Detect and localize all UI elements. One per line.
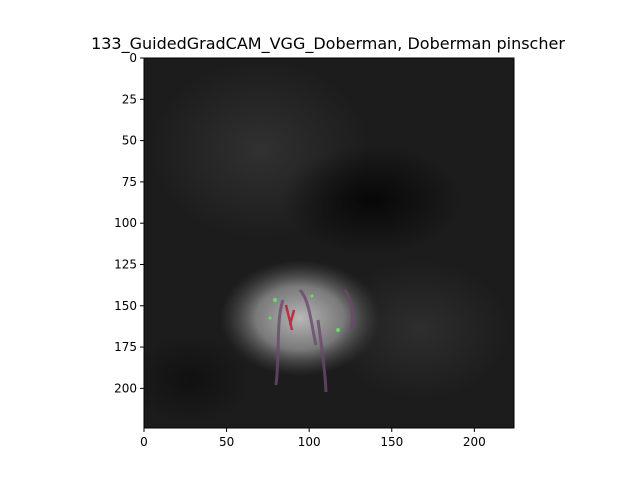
x-tick-label: 50 [219, 435, 234, 449]
y-tick-label: 0 [129, 51, 137, 65]
y-tick-label: 50 [122, 134, 137, 148]
y-tick-label: 125 [114, 257, 137, 271]
y-tick-label: 75 [122, 175, 137, 189]
x-tick-label: 0 [140, 435, 148, 449]
x-axis: 0 50 100 150 200 [140, 428, 486, 449]
y-tick-label: 200 [114, 381, 137, 395]
x-tick-label: 150 [380, 435, 403, 449]
x-tick-label: 200 [463, 435, 486, 449]
guided-gradcam-heatmap-image [144, 58, 514, 428]
x-tick-label: 100 [298, 435, 321, 449]
y-axis: 0 25 50 75 100 125 150 175 200 [114, 51, 144, 395]
figure-title: 133_GuidedGradCAM_VGG_Doberman, Doberman… [91, 34, 565, 54]
y-tick-label: 175 [114, 340, 137, 354]
y-tick-label: 100 [114, 216, 137, 230]
y-tick-label: 150 [114, 299, 137, 313]
image-frame [143, 57, 515, 429]
y-tick-label: 25 [122, 92, 137, 106]
